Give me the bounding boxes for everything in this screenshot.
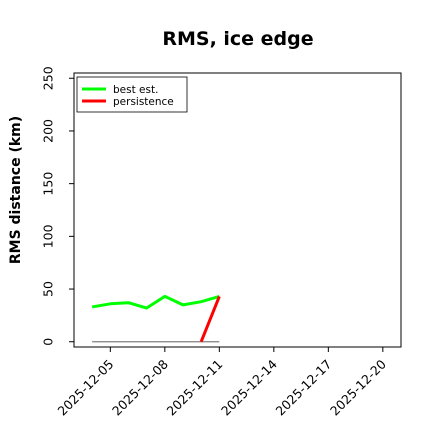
x-tick-label: 2025-12-05 [54, 357, 116, 419]
y-tick-label: 200 [40, 119, 55, 143]
x-tick-label: 2025-12-08 [109, 356, 171, 418]
x-tick-label: 2025-12-11 [163, 357, 225, 419]
y-tick-label: 50 [40, 281, 55, 297]
x-tick-label: 2025-12-20 [327, 356, 389, 418]
y-axis-label: RMS distance (km) [8, 116, 24, 264]
y-tick-label: 0 [40, 338, 55, 346]
x-tick-label: 2025-12-17 [272, 357, 334, 419]
y-tick-label: 150 [40, 172, 55, 196]
legend-label: persistence [113, 96, 174, 108]
y-tick-label: 100 [40, 224, 55, 248]
x-tick-label: 2025-12-14 [218, 356, 280, 418]
chart-title: RMS, ice edge [162, 28, 313, 50]
plot-area [73, 72, 402, 348]
series-line-persistence [199, 295, 221, 343]
series-line-best-est [91, 294, 220, 310]
legend: best est.persistence [76, 76, 188, 113]
legend-box [76, 76, 188, 113]
legend-label: best est. [113, 84, 158, 96]
y-tick-label: 250 [40, 66, 55, 90]
chart-marks: 0501001502002502025-12-052025-12-082025-… [40, 66, 389, 418]
